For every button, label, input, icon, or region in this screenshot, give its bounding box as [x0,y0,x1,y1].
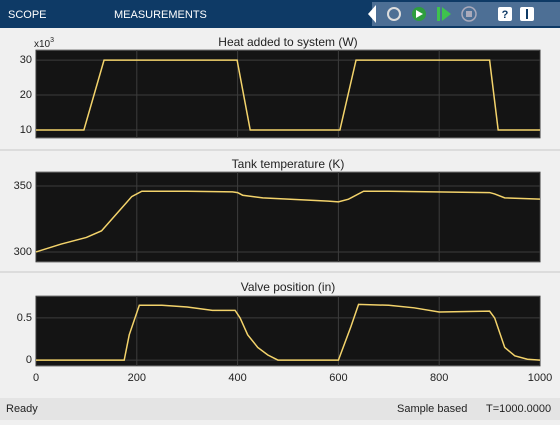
series-line [36,59,540,131]
x-tick-label: 600 [329,372,347,384]
step-icon-glyph [442,7,451,21]
series-line [36,303,541,361]
help-glyph: ? [502,9,509,21]
y-scale-label: x103 [34,37,54,50]
collapse-icon[interactable] [368,5,376,23]
plot-area [35,49,541,139]
y-tick-label: 350 [14,180,32,192]
menu-glyph [526,9,528,19]
stop-icon[interactable] [461,6,477,22]
y-scale-base: x10 [34,39,51,50]
x-tick-label: 200 [128,372,146,384]
stop-icon-glyph [466,11,472,17]
chart-title: Heat added to system (W) [218,35,357,49]
y-tick-label: 300 [14,246,32,258]
y-tick-label: 20 [20,89,32,101]
tab[interactable]: MEASUREMENTS [114,9,207,21]
step-back-icon[interactable] [387,7,401,21]
y-scale-exponent: 3 [50,37,54,44]
x-tick-label: 1000 [528,372,552,384]
y-tick-label: 30 [20,54,32,66]
status-mode: Sample based [397,403,467,415]
step-icon[interactable] [437,7,440,21]
status-bar [0,398,560,420]
help-icon[interactable] [498,7,512,21]
x-tick-label: 800 [430,372,448,384]
series-line [35,190,541,253]
chart-title: Valve position (in) [241,280,336,294]
y-tick-label: 10 [20,124,32,136]
x-tick-label: 0 [33,372,39,384]
y-tick-label: 0 [26,354,32,366]
plot-area [35,295,541,367]
y-tick-label: 0.5 [17,312,32,324]
status-time: T=1000.0000 [486,403,551,415]
chart-title: Tank temperature (K) [232,157,345,171]
x-tick-label: 400 [228,372,246,384]
plot-area [35,171,541,263]
status-text: Ready [6,403,38,415]
tab[interactable]: SCOPE [8,9,47,21]
run-icon-glyph [416,10,423,18]
